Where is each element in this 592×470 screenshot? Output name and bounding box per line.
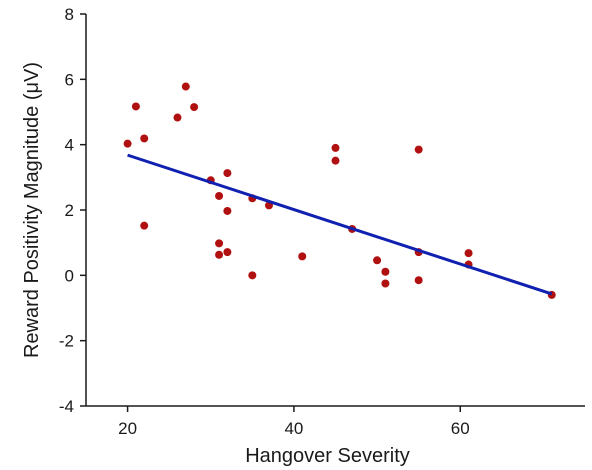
regression-line	[127, 153, 553, 296]
plot-area	[123, 82, 556, 299]
y-tick-label: 4	[65, 136, 74, 155]
data-point	[373, 256, 382, 265]
data-point	[215, 250, 224, 259]
data-point	[181, 82, 190, 91]
y-axis-title: Reward Positivity Magnitude (μV)	[21, 62, 43, 358]
data-point	[414, 145, 423, 154]
data-point	[414, 276, 423, 285]
data-point	[140, 134, 149, 143]
y-tick-label: -4	[59, 397, 74, 416]
data-point	[190, 103, 199, 112]
data-point	[298, 252, 307, 261]
data-point	[331, 143, 340, 152]
y-tick-label: 2	[65, 201, 74, 220]
x-axis-title: Hangover Severity	[245, 445, 410, 467]
x-tick-label: 20	[118, 419, 137, 438]
data-point	[140, 221, 149, 230]
x-tick-label: 40	[284, 419, 303, 438]
data-point	[381, 279, 390, 288]
data-point	[131, 102, 140, 111]
data-point	[215, 191, 224, 200]
data-point	[248, 271, 257, 280]
data-point	[464, 249, 473, 258]
data-point	[223, 206, 232, 215]
data-point	[223, 169, 232, 178]
data-point	[223, 248, 232, 257]
y-tick-label: 6	[65, 70, 74, 89]
y-ticks: -4 -2 0 2 4 6 8	[59, 5, 86, 416]
data-point	[173, 113, 182, 122]
axes	[85, 14, 585, 407]
data-point	[123, 139, 132, 148]
y-tick-label: -2	[59, 332, 74, 351]
data-point	[331, 156, 340, 165]
data-point	[215, 239, 224, 248]
data-point	[381, 267, 390, 276]
y-tick-label: 0	[65, 266, 74, 285]
x-ticks: 20 40 60	[118, 406, 470, 438]
x-tick-label: 60	[451, 419, 470, 438]
y-tick-label: 8	[65, 5, 74, 24]
